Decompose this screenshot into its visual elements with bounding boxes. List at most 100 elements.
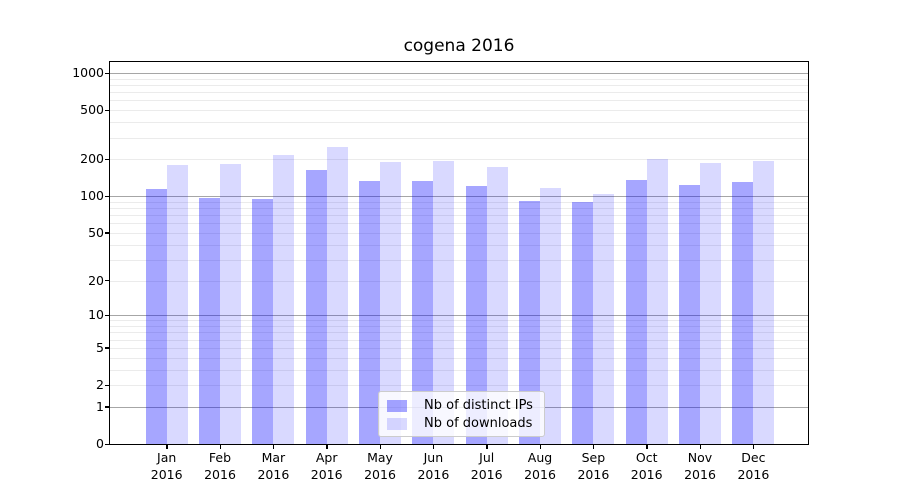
- x-tick-mark-sep: [592, 444, 595, 449]
- legend-swatch-distinct-ips: [387, 400, 407, 412]
- bar-distinct-ips-nov: [679, 184, 700, 444]
- bar-distinct-ips-may: [359, 181, 380, 444]
- x-tick-mark-mar: [272, 444, 275, 449]
- bar-downloads-feb: [220, 163, 241, 444]
- x-tick-label-apr: Apr 2016: [310, 450, 343, 482]
- legend-label-downloads: Nb of downloads: [424, 416, 533, 431]
- legend-label-distinct-ips: Nb of distinct IPs: [424, 398, 533, 413]
- gridline-minor-200: [110, 159, 808, 161]
- y-tick-label-100: 100: [80, 188, 104, 204]
- bar-downloads-sep: [593, 194, 615, 444]
- y-tick-mark-100: [105, 195, 110, 198]
- bar-downloads-may: [380, 162, 401, 444]
- y-tick-mark-50: [105, 232, 110, 234]
- x-tick-mark-may: [379, 444, 381, 449]
- gridline-minor-90: [110, 201, 808, 203]
- bar-downloads-aug: [540, 187, 561, 444]
- plot-area: [110, 62, 808, 444]
- x-tick-label-sep: Sep 2016: [577, 450, 610, 482]
- x-tick-mark-jul: [486, 444, 488, 449]
- bar-distinct-ips-oct: [625, 179, 647, 444]
- bar-downloads-jun: [433, 161, 455, 444]
- bar-distinct-ips-dec: [732, 182, 754, 444]
- gridline-minor-700: [110, 92, 808, 94]
- y-tick-label-1: 1: [96, 398, 104, 414]
- chart-title: cogena 2016: [403, 36, 515, 56]
- y-tick-mark-500: [105, 109, 110, 112]
- bar-distinct-ips-aug: [519, 201, 540, 444]
- y-tick-mark-1000: [105, 72, 110, 74]
- legend: Nb of distinct IPs Nb of downloads: [378, 391, 545, 437]
- bar-distinct-ips-jul: [465, 185, 487, 444]
- x-tick-mark-aug: [539, 444, 541, 449]
- y-tick-label-20: 20: [88, 272, 104, 288]
- legend-swatch-downloads: [387, 418, 407, 430]
- gridline-minor-60: [110, 223, 808, 225]
- gridline-minor-300: [110, 137, 808, 139]
- bar-downloads-jan: [166, 164, 188, 444]
- gridline-minor-6: [110, 339, 808, 341]
- y-tick-mark-20: [105, 280, 110, 282]
- gridline-minor-40: [110, 244, 808, 246]
- gridline-minor-400: [110, 122, 808, 124]
- gridline-minor-800: [110, 85, 808, 86]
- gridline-minor-7: [110, 332, 808, 334]
- y-tick-label-50: 50: [88, 224, 104, 240]
- x-tick-mark-oct: [646, 444, 648, 449]
- gridline-minor-70: [110, 215, 808, 217]
- x-tick-mark-apr: [326, 444, 328, 449]
- gridline-major-1000: [110, 73, 808, 74]
- x-tick-mark-jan: [166, 444, 168, 449]
- bar-distinct-ips-apr: [305, 169, 327, 444]
- bar-distinct-ips-sep: [572, 201, 594, 444]
- gridline-minor-30: [110, 259, 808, 261]
- gridline-minor-600: [110, 100, 808, 102]
- x-tick-label-jan: Jan 2016: [150, 450, 183, 482]
- gridline-minor-900: [110, 78, 808, 80]
- bar-distinct-ips-feb: [199, 197, 220, 444]
- legend-item-downloads: Nb of downloads: [387, 415, 544, 433]
- legend-item-distinct-ips: Nb of distinct IPs: [387, 397, 544, 415]
- x-tick-label-may: May 2016: [364, 450, 396, 482]
- gridline-minor-2: [110, 385, 808, 386]
- y-tick-mark-2: [105, 384, 110, 386]
- gridline-major-10: [110, 315, 808, 317]
- bar-downloads-jul: [486, 167, 508, 444]
- x-tick-label-feb: Feb 2016: [204, 450, 236, 482]
- x-tick-mark-jun: [432, 444, 435, 449]
- gridline-minor-9: [110, 320, 808, 322]
- y-tick-mark-200: [105, 158, 110, 161]
- bar-distinct-ips-jun: [412, 181, 434, 444]
- gridline-minor-5: [110, 347, 808, 349]
- gridline-minor-50: [110, 232, 808, 234]
- y-tick-label-1000: 1000: [72, 65, 104, 80]
- bar-downloads-apr: [326, 146, 348, 444]
- y-tick-mark-1: [105, 406, 110, 408]
- bar-downloads-nov: [700, 162, 721, 444]
- gridline-major-100: [110, 196, 808, 198]
- y-tick-label-2: 2: [96, 377, 104, 392]
- x-tick-label-dec: Dec 2016: [737, 450, 770, 482]
- bar-downloads-oct: [646, 159, 668, 444]
- gridline-minor-8: [110, 326, 808, 327]
- y-tick-mark-0: [105, 443, 110, 445]
- y-tick-label-5: 5: [96, 339, 104, 355]
- x-tick-mark-feb: [219, 444, 221, 449]
- y-tick-mark-5: [105, 347, 110, 349]
- x-tick-label-mar: Mar 2016: [257, 450, 290, 482]
- y-tick-mark-10: [105, 314, 110, 317]
- y-tick-label-500: 500: [80, 102, 104, 118]
- bar-distinct-ips-mar: [252, 198, 274, 444]
- x-tick-mark-nov: [699, 444, 701, 449]
- bar-distinct-ips-jan: [145, 188, 167, 444]
- x-tick-label-jul: Jul 2016: [470, 450, 503, 482]
- y-tick-label-0: 0: [96, 436, 104, 451]
- gridline-minor-4: [110, 357, 808, 359]
- x-tick-label-nov: Nov 2016: [684, 450, 716, 482]
- y-tick-label-10: 10: [88, 307, 104, 323]
- gridline-minor-500: [110, 110, 808, 112]
- gridline-minor-3: [110, 369, 808, 371]
- gridline-minor-80: [110, 208, 808, 209]
- y-tick-label-200: 200: [80, 151, 104, 167]
